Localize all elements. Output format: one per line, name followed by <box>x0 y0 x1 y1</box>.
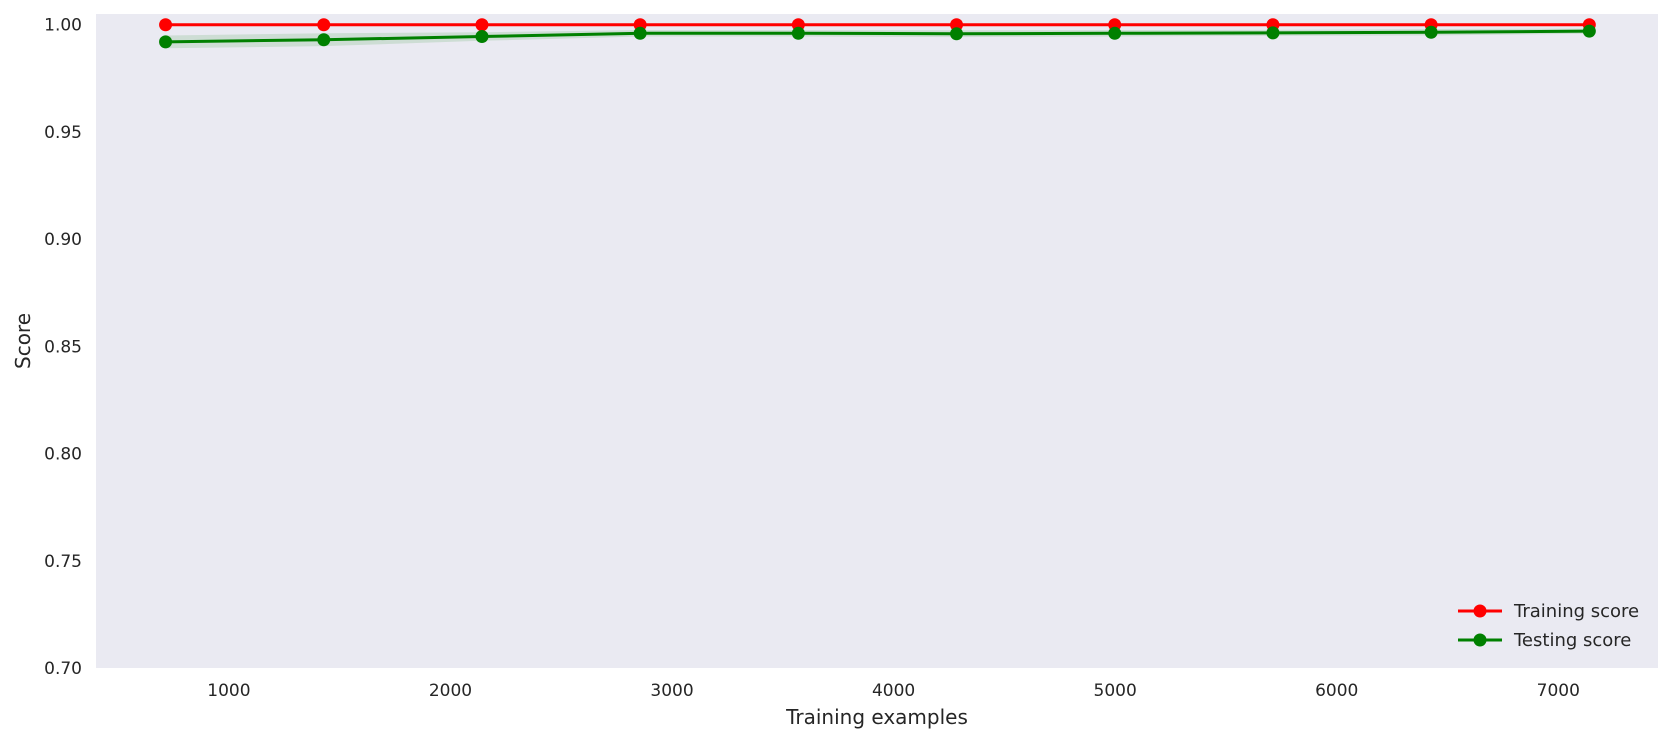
legend-item-training-score: Training score <box>1458 601 1639 622</box>
series-points <box>159 18 1596 49</box>
training-score-point <box>950 18 964 32</box>
training-score-point <box>317 18 331 32</box>
series-lines <box>165 23 1590 44</box>
legend-label-testing-score: Testing score <box>1513 630 1631 651</box>
x-axis-label: Training examples <box>785 705 968 729</box>
y-tick-label: 0.70 <box>44 659 82 679</box>
legend-marker-testing-score <box>1473 633 1487 647</box>
legend-marker-training-score <box>1473 604 1487 618</box>
y-tick-label: 0.80 <box>44 445 82 465</box>
testing-score-point <box>317 33 331 47</box>
x-axis-ticks: 1000 2000 3000 4000 5000 6000 7000 <box>207 681 1580 701</box>
legend-label-training-score: Training score <box>1513 601 1639 622</box>
y-axis-ticks: 0.70 0.75 0.80 0.85 0.90 0.95 1.00 <box>44 16 82 679</box>
x-tick-label: 4000 <box>872 681 915 701</box>
testing-score-point <box>1424 25 1438 39</box>
y-tick-label: 0.85 <box>44 337 82 357</box>
x-tick-label: 1000 <box>207 681 250 701</box>
x-tick-label: 5000 <box>1094 681 1137 701</box>
plot-area <box>96 14 1658 668</box>
x-tick-label: 7000 <box>1537 681 1580 701</box>
x-tick-label: 6000 <box>1315 681 1358 701</box>
x-tick-label: 2000 <box>429 681 472 701</box>
x-tick-label: 3000 <box>650 681 693 701</box>
y-tick-label: 0.95 <box>44 123 82 143</box>
y-axis-label: Score <box>11 313 35 369</box>
y-tick-label: 0.75 <box>44 552 82 572</box>
testing-score-point <box>791 26 805 40</box>
legend-item-testing-score: Testing score <box>1458 630 1631 651</box>
y-tick-label: 1.00 <box>44 16 82 36</box>
testing-score-point <box>1108 26 1122 40</box>
training-score-point <box>475 18 489 32</box>
testing-score-point <box>1582 24 1596 38</box>
testing-score-point <box>1266 26 1280 40</box>
training-score-point <box>159 18 173 32</box>
y-tick-label: 0.90 <box>44 230 82 250</box>
testing-score-point <box>633 26 647 40</box>
testing-score-line <box>165 29 1590 44</box>
testing-score-point <box>950 27 964 41</box>
legend: Training score Testing score <box>1458 601 1639 651</box>
testing-score-point <box>475 30 489 44</box>
testing-score-point <box>159 35 173 49</box>
